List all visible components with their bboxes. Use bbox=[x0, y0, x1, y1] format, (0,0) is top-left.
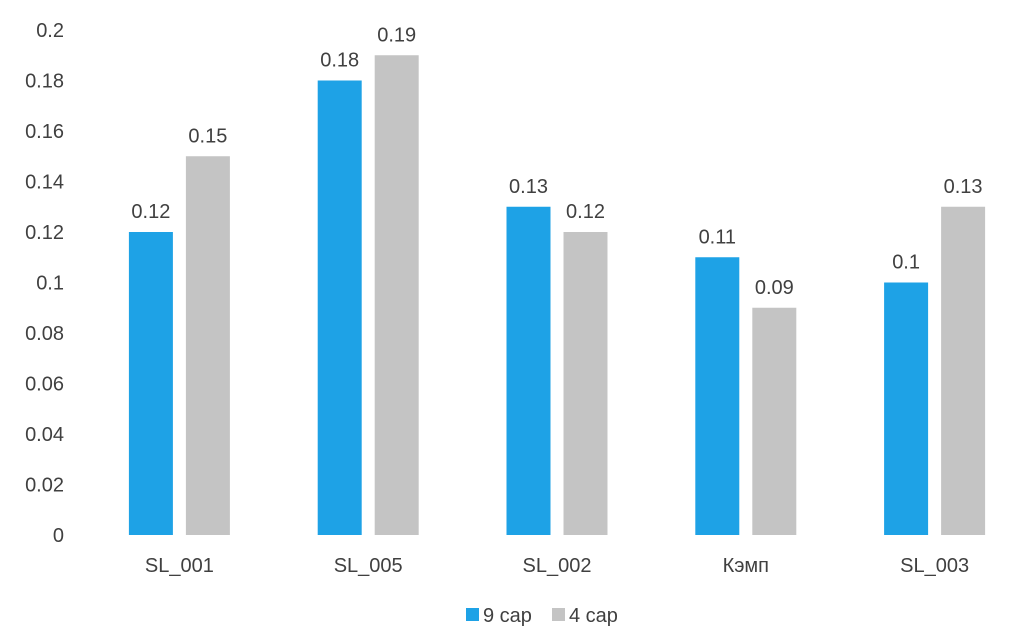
y-tick-label: 0.08 bbox=[25, 323, 64, 345]
legend-swatch bbox=[552, 608, 565, 621]
legend-label: 4 сар bbox=[569, 605, 618, 627]
legend-label: 9 сар bbox=[483, 605, 532, 627]
y-tick-label: 0.2 bbox=[36, 20, 64, 42]
bar-series-2 bbox=[563, 232, 608, 535]
bar-series-1 bbox=[695, 257, 740, 535]
data-label: 0.13 bbox=[944, 176, 983, 198]
bar-series-1 bbox=[884, 282, 929, 535]
bar-series-1 bbox=[128, 232, 173, 535]
data-label: 0.09 bbox=[755, 277, 794, 299]
x-category-label: SL_001 bbox=[145, 555, 214, 577]
bar-series-1 bbox=[317, 80, 362, 535]
x-category-label: SL_003 bbox=[900, 555, 969, 577]
data-label: 0.13 bbox=[509, 176, 548, 198]
bar-series bbox=[128, 55, 986, 535]
data-label: 0.15 bbox=[188, 125, 227, 147]
x-category-label: SL_005 bbox=[334, 555, 403, 577]
bar-series-2 bbox=[752, 307, 797, 535]
y-tick-label: 0.12 bbox=[25, 222, 64, 244]
bar-series-2 bbox=[185, 156, 230, 535]
x-axis-categories: SL_001 SL_005 SL_002 Кэмп SL_003 bbox=[145, 555, 969, 577]
data-label: 0.1 bbox=[892, 252, 920, 274]
data-label: 0.12 bbox=[131, 201, 170, 223]
y-tick-label: 0.18 bbox=[25, 71, 64, 93]
y-axis-ticks: 0 0.02 0.04 0.06 0.08 0.1 0.12 0.14 0.16 0.18 0.2 bbox=[25, 20, 64, 547]
legend: 9 сар 4 сар bbox=[466, 605, 618, 627]
y-tick-label: 0.06 bbox=[25, 374, 64, 396]
y-tick-label: 0 bbox=[53, 525, 64, 547]
legend-swatch bbox=[466, 608, 479, 621]
y-tick-label: 0.04 bbox=[25, 424, 64, 446]
data-label: 0.19 bbox=[377, 24, 416, 46]
bar-series-1 bbox=[506, 206, 551, 535]
y-tick-label: 0.14 bbox=[25, 172, 64, 194]
bar-series-2 bbox=[941, 206, 986, 535]
data-label: 0.18 bbox=[320, 50, 359, 72]
data-label: 0.11 bbox=[699, 226, 736, 248]
y-tick-label: 0.16 bbox=[25, 121, 64, 143]
data-label: 0.12 bbox=[566, 201, 605, 223]
data-labels: 0.12 0.15 0.18 0.19 0.13 0.12 0.11 0.09 0.1 0.13 bbox=[131, 24, 982, 299]
y-tick-label: 0.1 bbox=[36, 273, 64, 295]
bar-series-2 bbox=[374, 55, 419, 535]
y-tick-label: 0.02 bbox=[25, 475, 64, 497]
x-category-label: Кэмп bbox=[723, 555, 769, 577]
x-category-label: SL_002 bbox=[523, 555, 592, 577]
